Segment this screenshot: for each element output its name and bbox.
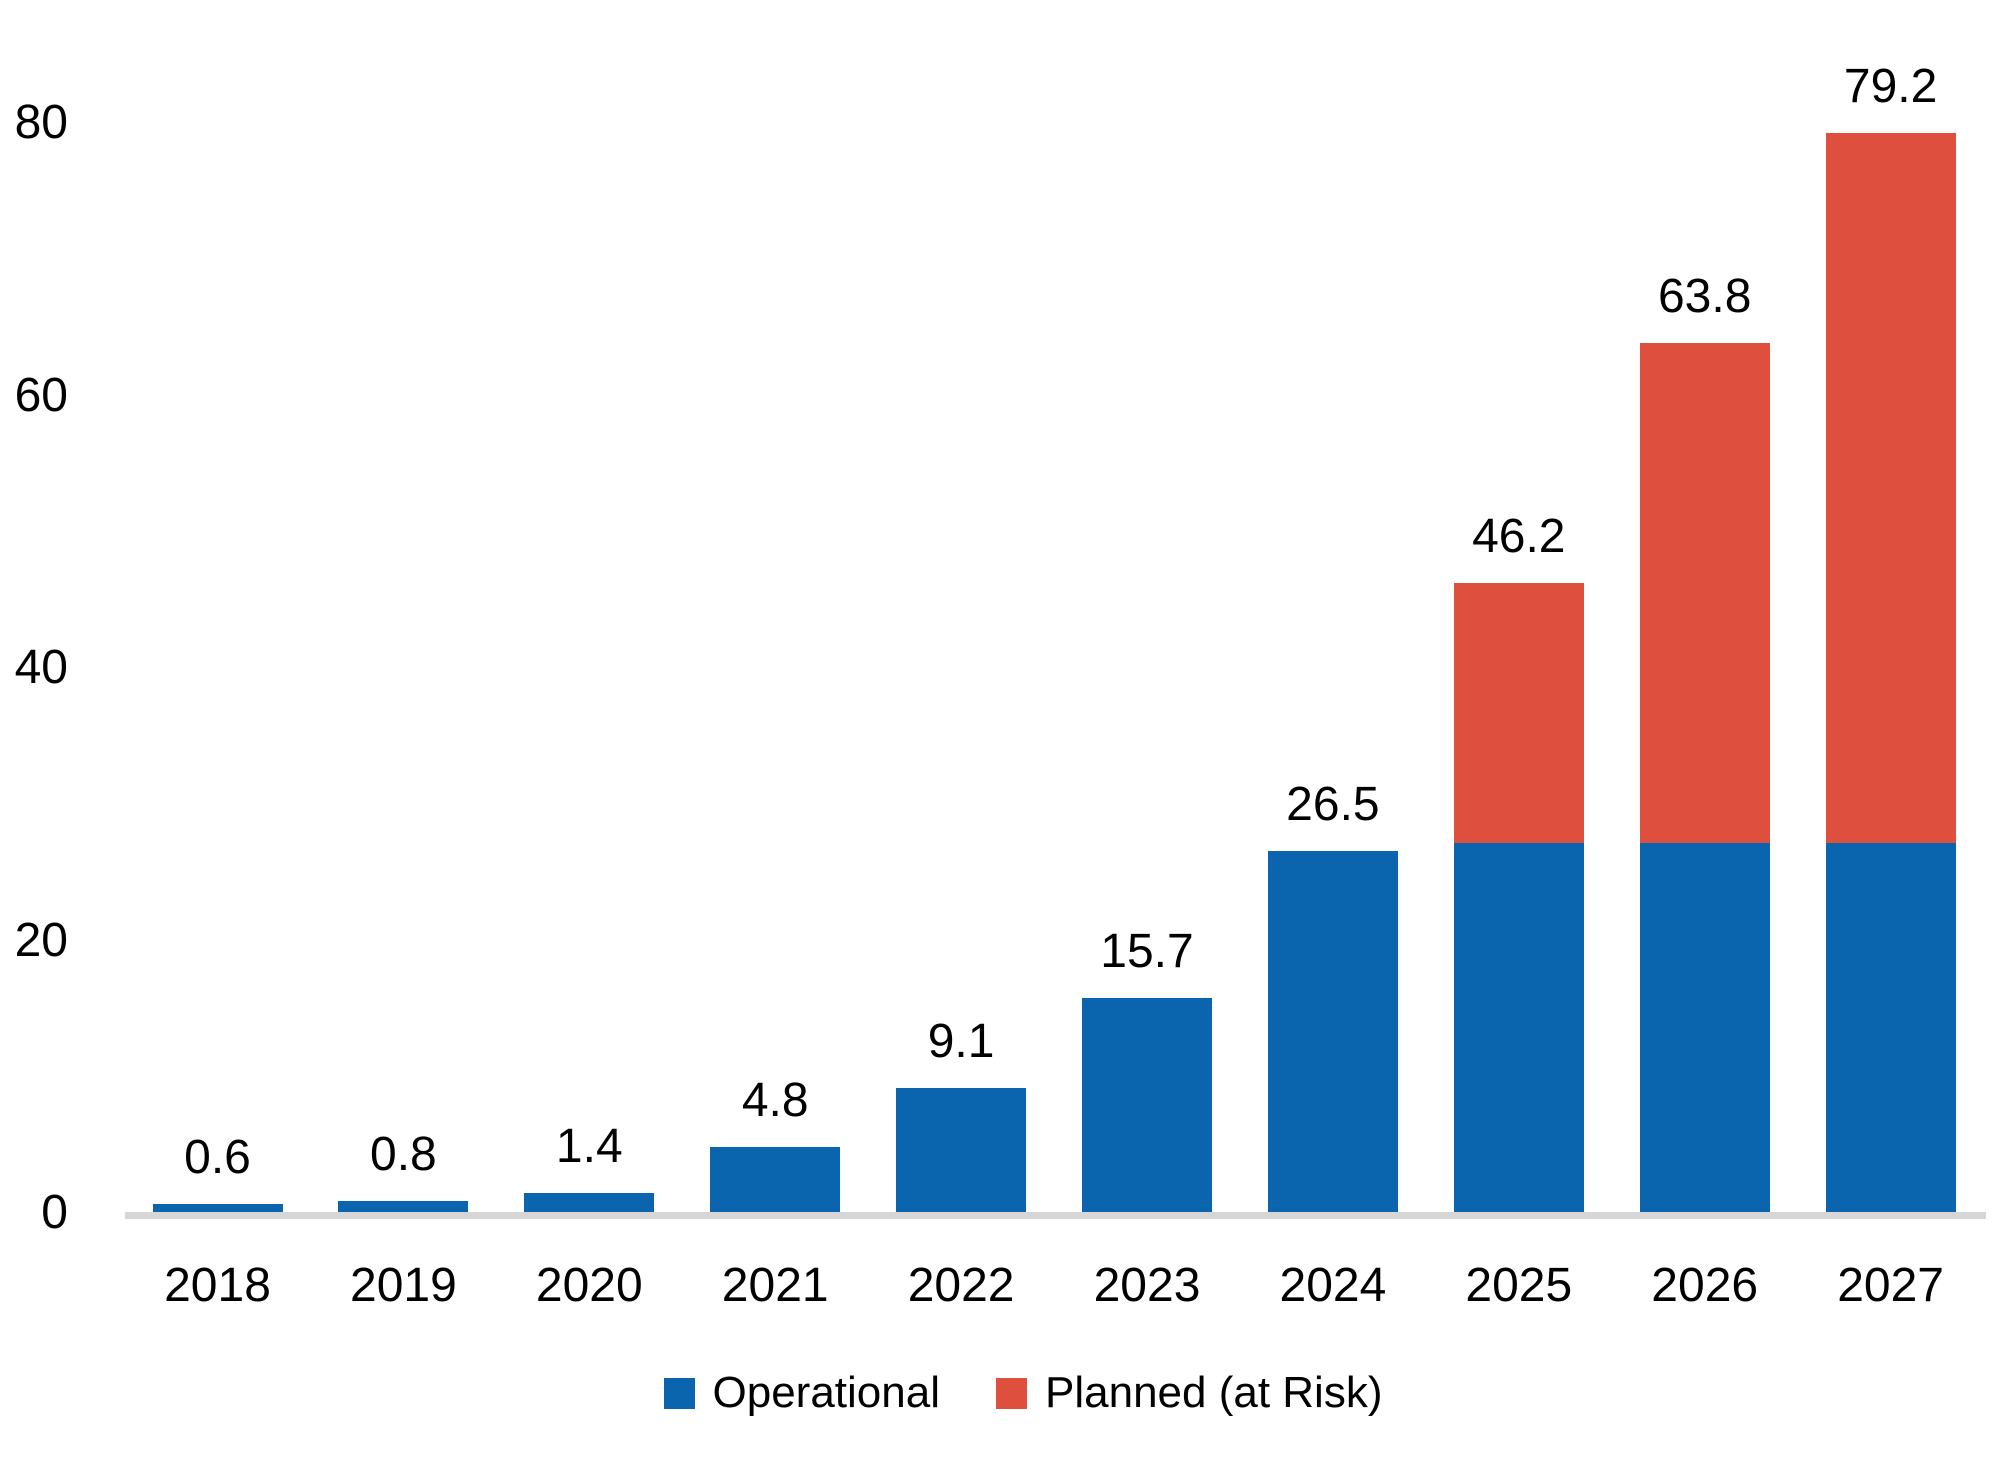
bar-total-label: 15.7 [1100,925,1194,978]
bar-total-label: 9.1 [927,1015,995,1068]
x-axis-line [125,1212,1986,1219]
bar-total-label: 4.8 [741,1074,809,1127]
bar-segment-operational [710,1147,840,1212]
x-axis-year-label: 2027 [1837,1259,1944,1312]
x-axis-year-label: 2025 [1465,1259,1573,1312]
bar-segment-operational [524,1193,654,1212]
x-axis-year-label: 2021 [721,1259,829,1312]
x-axis-year-label: 2022 [907,1259,1015,1312]
x-axis-year-label: 2026 [1651,1259,1759,1312]
bar-segment-planned [1454,583,1584,843]
legend-swatch-planned [996,1377,1027,1409]
bar-total-label: 1.4 [555,1120,623,1173]
y-axis-tick-label: 80 [14,96,68,149]
bar-segment-operational [1640,843,1770,1212]
bar-segment-operational [1454,843,1584,1212]
legend-label-operational: Operational [712,1368,940,1417]
bar-total-label: 26.5 [1286,778,1380,831]
x-axis-year-label: 2018 [164,1259,271,1312]
bar-segment-operational [1268,851,1398,1212]
x-axis-year-label: 2019 [350,1259,457,1312]
legend-item-planned: Planned (at Risk) [996,1369,1382,1417]
y-axis-tick-label: 40 [14,641,68,694]
bar-segment-planned [1826,133,1956,843]
y-axis-tick-label: 60 [14,368,68,422]
legend-item-operational: Operational [663,1368,940,1417]
legend-swatch-operational [663,1377,695,1409]
bar-segment-operational [896,1088,1026,1212]
x-axis-year-label: 2023 [1093,1259,1201,1312]
bar-segment-operational [1826,843,1956,1212]
bar-total-label: 46.2 [1472,510,1566,563]
bar-segment-planned [1640,343,1770,843]
x-axis-year-label: 2020 [535,1259,643,1312]
bar-segment-operational [153,1204,283,1212]
bar-total-label: 79.2 [1843,60,1938,113]
bar-segment-operational [1082,998,1212,1212]
y-axis-tick-label: 20 [14,913,68,967]
x-axis-year-label: 2024 [1279,1259,1387,1312]
y-axis-tick-label: 0 [41,1186,68,1239]
legend: Operational Planned (at Risk) [23,1369,2000,1417]
bar-total-label: 63.8 [1657,270,1752,323]
bar-segment-operational [338,1201,468,1212]
bar-total-label: 0.8 [370,1128,437,1181]
bar-total-label: 0.6 [184,1131,251,1184]
legend-label-planned: Planned (at Risk) [1045,1368,1383,1417]
